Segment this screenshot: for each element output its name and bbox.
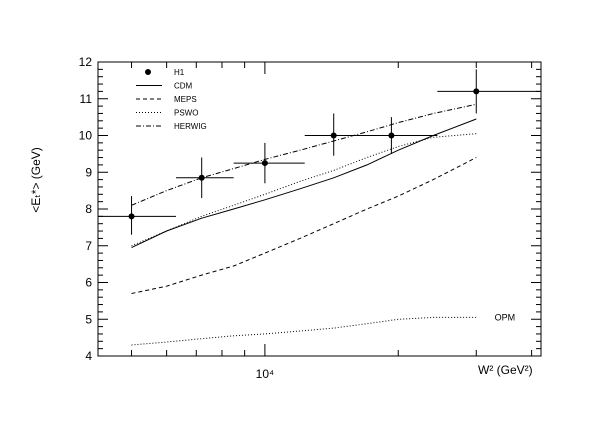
x-tick-label: 10⁴: [256, 367, 275, 381]
series-herwig-line: [131, 103, 477, 206]
y-tick-label: 10: [79, 129, 93, 143]
h1-data-point: [473, 88, 480, 95]
series-pswo-line: [131, 133, 477, 247]
series-meps-line: [131, 157, 477, 294]
legend-swatch-h1: [145, 69, 151, 75]
legend: H1 CDM MEPS PSWO HERWIG OPM: [136, 68, 515, 322]
x-axis-label: W² (GeV²): [478, 363, 533, 377]
y-tick-label: 12: [79, 55, 93, 69]
curves-group: [131, 103, 477, 346]
h1-data-point: [261, 160, 268, 167]
annotation-opm: OPM: [495, 312, 516, 322]
legend-label-meps: MEPS: [174, 95, 197, 104]
legend-label-pswo: PSWO: [174, 109, 198, 118]
series-cdm-line: [131, 118, 477, 249]
series-opm-line: [131, 316, 477, 346]
h1-data-point: [388, 132, 395, 139]
legend-label-herwig: HERWIG: [174, 122, 207, 131]
y-tick-label: 9: [85, 165, 92, 179]
legend-label-cdm: CDM: [174, 82, 193, 91]
y-axis-label: <Eₜ*> (GeV): [29, 147, 43, 213]
y-tick-label: 7: [85, 239, 92, 253]
y-tick-label: 5: [85, 312, 92, 326]
labels-group: W² (GeV²) <Eₜ*> (GeV): [29, 147, 533, 377]
y-tick-label: 11: [80, 92, 93, 106]
h1-data-point: [128, 213, 135, 220]
h1-data-point: [198, 174, 205, 181]
h1-data-point: [330, 132, 337, 139]
y-tick-label: 4: [85, 349, 92, 363]
y-tick-label: 8: [85, 202, 92, 216]
legend-label-h1: H1: [174, 68, 185, 77]
y-tick-label: 6: [85, 276, 92, 290]
points-group: [98, 69, 541, 235]
axes-group: 4 5 6 7 8 9 10 11 12 10⁴: [79, 55, 542, 381]
plot-frame: [97, 61, 542, 357]
